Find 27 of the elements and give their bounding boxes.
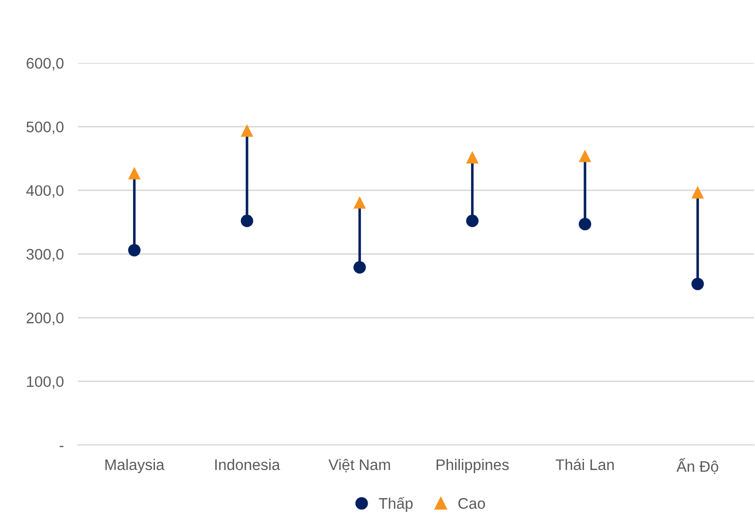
y-tick-label: 100,0 [27,376,64,389]
x-tick-label: Indonesia [215,458,280,470]
x-tick-label: Việt Nam [328,458,390,472]
point [353,196,366,209]
x-tick-label: Philippines [436,458,509,474]
x-tick-label: Ấn Độ [676,458,718,474]
point [466,214,479,228]
point [128,244,141,256]
point [466,151,479,164]
point [240,214,254,228]
x-tick-label: Malaysia [105,458,164,474]
point [578,218,592,230]
y-tick-label: 300,0 [26,248,64,262]
point [578,150,592,162]
x-tick-label: Thái Lan [556,458,614,470]
point [240,124,254,137]
point [691,186,704,198]
y-tick-label: 400,0 [26,185,64,198]
y-tick-label: 500,0 [26,122,64,134]
y-tick-label: - [60,446,64,448]
legend-label: Cao [458,498,485,509]
point [353,261,366,274]
y-tick-label: 200,0 [26,312,64,326]
y-tick-label: 600,0 [26,58,64,70]
point [691,278,704,290]
point [128,166,141,180]
legend-label: Thấp [378,496,413,512]
